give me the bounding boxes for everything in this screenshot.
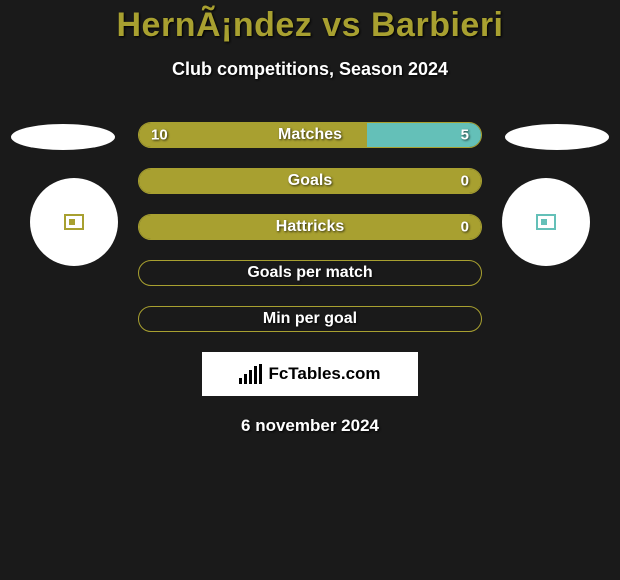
stat-row: Matches 10 5 (138, 122, 482, 148)
stat-row: Hattricks 0 (138, 214, 482, 240)
branding-text: FcTables.com (268, 364, 380, 384)
brand-logo-bar (249, 370, 252, 384)
avatar-placeholder-icon (64, 214, 84, 230)
bar-label: Hattricks (276, 218, 344, 236)
page-title: HernÃ¡ndez vs Barbieri (0, 6, 620, 45)
bar-label: Goals per match (247, 264, 372, 282)
bar-value-right: 0 (461, 173, 469, 190)
bar-value-left: 10 (151, 127, 168, 144)
avatar-left (30, 178, 118, 266)
brand-logo-bar (259, 364, 262, 384)
player-right-block (502, 124, 612, 266)
avatar-right (502, 178, 590, 266)
brand-logo-bar (244, 374, 247, 384)
stat-row: Goals 0 (138, 168, 482, 194)
flag-oval-right (505, 124, 609, 150)
bar-value-right: 0 (461, 219, 469, 236)
bar-label: Matches (278, 126, 342, 144)
bar-label: Goals (288, 172, 332, 190)
stat-row: Goals per match (138, 260, 482, 286)
subtitle: Club competitions, Season 2024 (0, 59, 620, 80)
flag-oval-left (11, 124, 115, 150)
footer-date: 6 november 2024 (0, 416, 620, 436)
player-left-block (8, 124, 118, 266)
bar-value-right: 5 (461, 127, 469, 144)
stat-row: Min per goal (138, 306, 482, 332)
brand-logo-bar (254, 366, 257, 384)
stats-bars: Matches 10 5 Goals 0 Hattricks 0 Goals per matc… (138, 122, 482, 332)
brand-logo-bar (239, 378, 242, 384)
bar-label: Min per goal (263, 310, 357, 328)
brand-logo-icon (239, 364, 262, 384)
branding-box: FcTables.com (202, 352, 418, 396)
avatar-placeholder-icon (536, 214, 556, 230)
